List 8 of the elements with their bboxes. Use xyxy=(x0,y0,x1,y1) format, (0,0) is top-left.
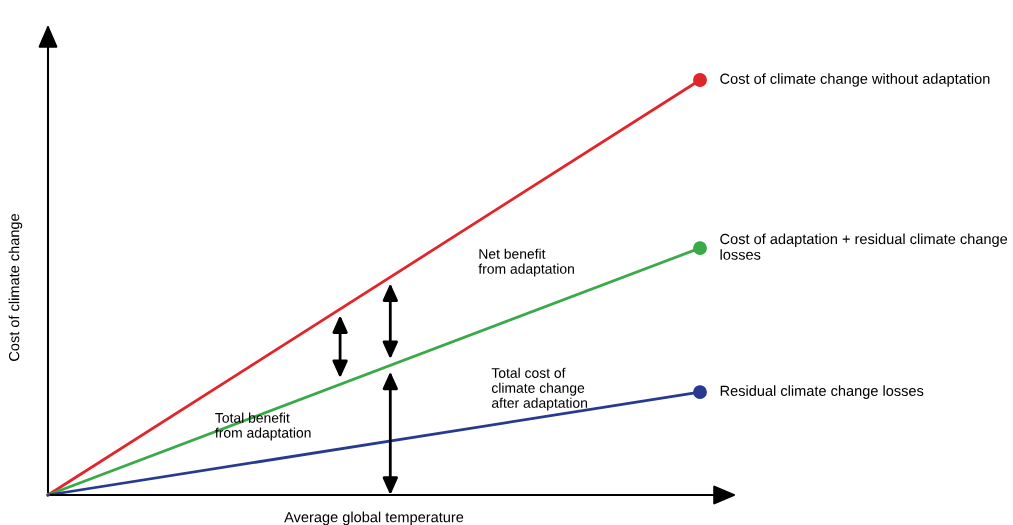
series-label: Cost of adaptation + residual climate change losses xyxy=(720,233,1008,260)
annotation: Total benefit from adaptation xyxy=(215,412,311,441)
x-axis-title: Average global temperature xyxy=(284,511,464,525)
series-label: Cost of climate change without adaptation xyxy=(720,73,990,87)
annotation: Net benefit from adaptation xyxy=(478,248,574,277)
annotation: Total cost of climate change after adaptation xyxy=(491,367,587,411)
series-label: Residual climate change losses xyxy=(720,385,924,399)
y-axis-title: Cost of climate change xyxy=(8,213,23,361)
